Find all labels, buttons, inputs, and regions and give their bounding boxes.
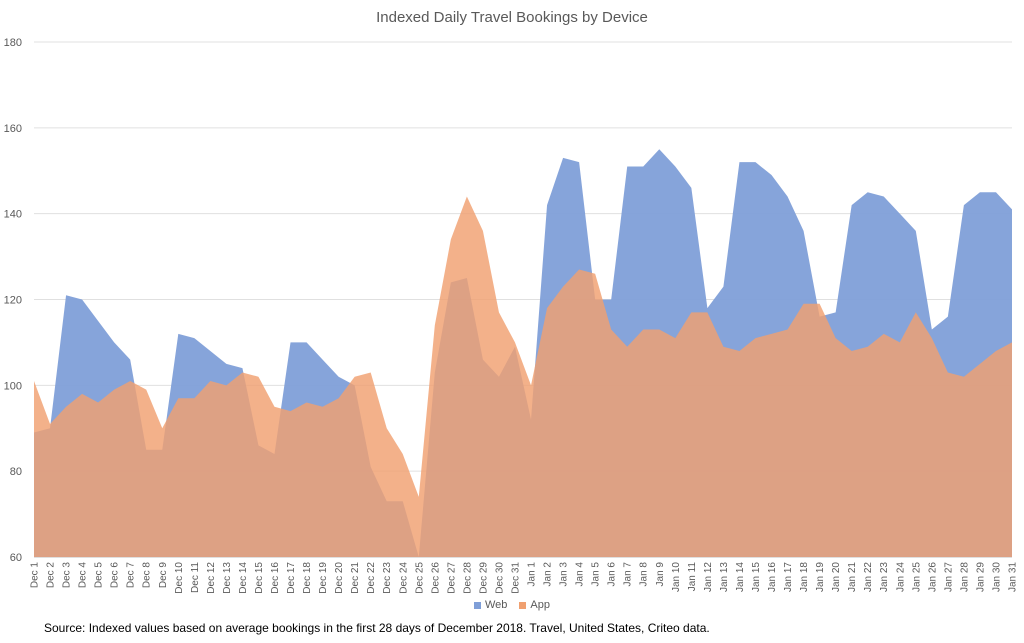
x-tick-label: Dec 13 — [222, 562, 233, 594]
x-tick-label: Dec 21 — [350, 562, 361, 594]
x-tick-label: Dec 5 — [94, 562, 105, 589]
x-tick-label: Jan 27 — [943, 562, 954, 592]
y-tick-label: 160 — [4, 123, 22, 135]
x-tick-label: Dec 29 — [478, 562, 489, 594]
x-tick-label: Dec 3 — [62, 562, 73, 589]
x-tick-label: Dec 16 — [270, 562, 281, 594]
x-tick-label: Dec 20 — [334, 562, 345, 594]
legend-swatch — [474, 601, 481, 609]
x-tick-label: Dec 23 — [382, 562, 393, 594]
x-tick-label: Jan 22 — [863, 562, 874, 592]
x-tick-label: Dec 7 — [126, 562, 137, 589]
chart-title: Indexed Daily Travel Bookings by Device — [376, 9, 648, 26]
x-tick-label: Jan 1 — [527, 562, 538, 587]
x-tick-label: Dec 10 — [174, 562, 185, 594]
x-tick-label: Dec 24 — [398, 562, 409, 594]
x-tick-label: Jan 16 — [767, 562, 778, 592]
x-tick-label: Jan 17 — [783, 562, 794, 592]
x-tick-label: Jan 26 — [927, 562, 938, 592]
x-tick-label: Jan 21 — [847, 562, 858, 592]
x-tick-label: Jan 11 — [687, 562, 698, 592]
x-tick-label: Dec 19 — [318, 562, 329, 594]
legend-swatch — [519, 601, 527, 609]
x-tick-label: Jan 10 — [671, 562, 682, 592]
x-tick-label: Jan 14 — [735, 562, 746, 592]
x-tick-label: Dec 25 — [414, 562, 425, 594]
source-note: Source: Indexed values based on average … — [44, 621, 710, 635]
x-tick-label: Dec 12 — [206, 562, 217, 594]
y-tick-label: 180 — [4, 37, 22, 49]
x-tick-label: Dec 11 — [190, 562, 201, 593]
x-tick-label: Jan 20 — [831, 562, 842, 592]
y-tick-label: 60 — [10, 552, 22, 564]
x-tick-label: Dec 31 — [510, 562, 521, 594]
x-tick-label: Dec 14 — [238, 562, 249, 594]
x-tick-label: Jan 29 — [975, 562, 986, 592]
legend: Web App — [0, 599, 1024, 612]
x-tick-label: Dec 22 — [366, 562, 377, 594]
area-series-app — [34, 196, 1012, 557]
x-tick-label: Dec 17 — [286, 562, 297, 594]
y-tick-label: 80 — [10, 466, 22, 478]
legend-item-app: App — [519, 599, 550, 611]
y-tick-label: 120 — [4, 295, 22, 307]
x-tick-label: Jan 25 — [911, 562, 922, 592]
x-tick-label: Dec 26 — [430, 562, 441, 594]
x-tick-label: Jan 28 — [959, 562, 970, 592]
x-tick-label: Dec 2 — [46, 562, 57, 589]
x-tick-label: Dec 28 — [462, 562, 473, 594]
x-tick-label: Dec 30 — [494, 562, 505, 594]
x-tick-label: Jan 19 — [815, 562, 826, 592]
x-tick-label: Jan 12 — [703, 562, 714, 592]
x-tick-label: Jan 15 — [751, 562, 762, 592]
x-tick-label: Dec 6 — [110, 562, 121, 589]
x-tick-label: Jan 23 — [879, 562, 890, 592]
x-tick-label: Jan 6 — [607, 562, 618, 587]
x-tick-label: Jan 18 — [799, 562, 810, 592]
y-tick-label: 140 — [4, 209, 22, 221]
x-tick-label: Jan 3 — [559, 562, 570, 587]
x-tick-label: Jan 31 — [1008, 562, 1019, 592]
x-tick-label: Dec 27 — [446, 562, 457, 594]
x-tick-label: Jan 13 — [719, 562, 730, 592]
x-tick-label: Jan 4 — [575, 562, 586, 587]
x-tick-label: Dec 8 — [142, 562, 153, 589]
x-tick-label: Jan 30 — [991, 562, 1002, 592]
legend-item-web: Web — [474, 599, 507, 611]
legend-label: App — [530, 599, 550, 611]
x-tick-label: Dec 9 — [158, 562, 169, 589]
x-tick-label: Dec 4 — [78, 562, 89, 589]
x-tick-label: Jan 7 — [623, 562, 634, 587]
x-tick-label: Dec 1 — [30, 562, 41, 589]
legend-label: Web — [485, 599, 508, 611]
y-tick-label: 100 — [4, 380, 22, 392]
x-tick-label: Jan 5 — [591, 562, 602, 587]
x-tick-label: Jan 9 — [655, 562, 666, 587]
x-tick-label: Jan 2 — [543, 562, 554, 587]
x-tick-label: Jan 24 — [895, 562, 906, 592]
x-tick-label: Dec 18 — [302, 562, 313, 594]
x-tick-label: Dec 15 — [254, 562, 265, 594]
x-tick-label: Jan 8 — [639, 562, 650, 587]
